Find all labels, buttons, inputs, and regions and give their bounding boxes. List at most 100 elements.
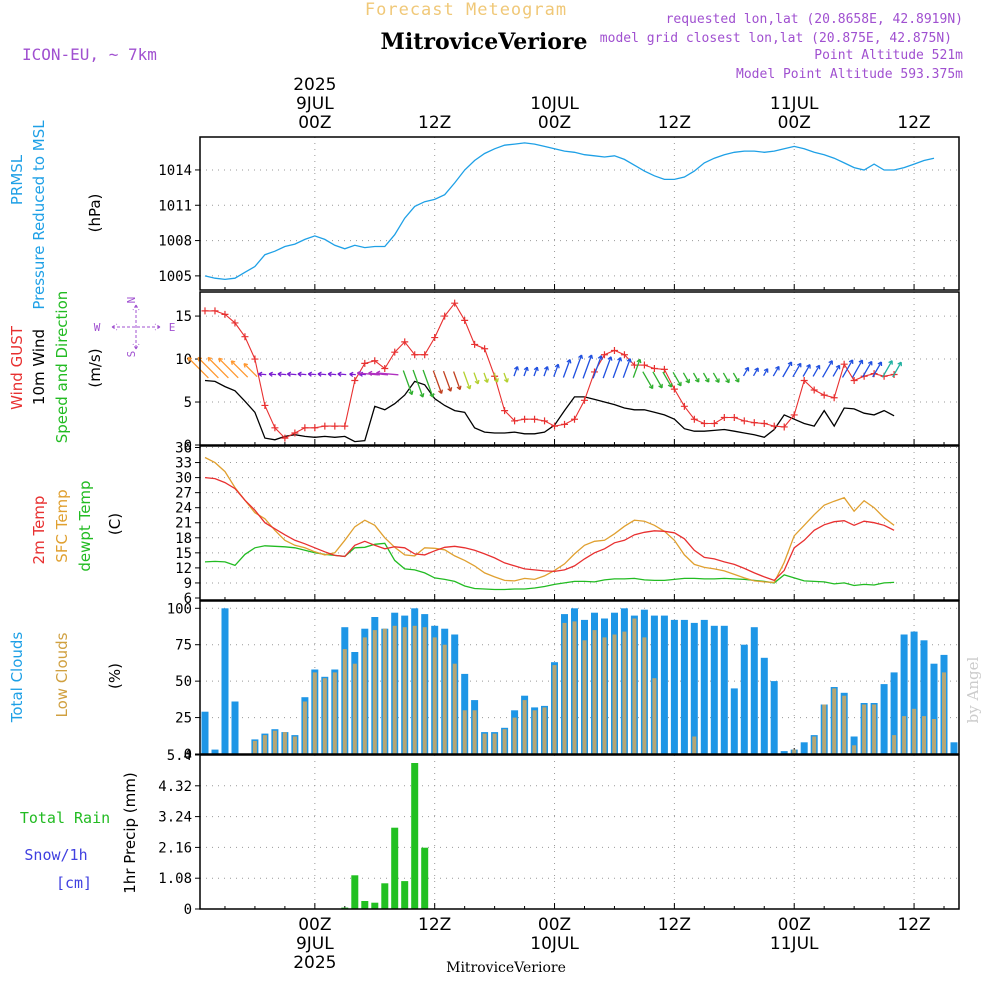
wind-direction-arrow	[662, 371, 673, 388]
wind-gust-marker	[361, 359, 369, 367]
pressure-label-msl: Pressure Reduced to MSL	[30, 120, 48, 310]
compass-arrows	[111, 304, 161, 350]
wind-label-unit: (m/s)	[86, 348, 104, 387]
y-tick-label: 0	[184, 747, 192, 763]
temp-label-dewpt: dewpt Temp	[76, 480, 94, 571]
wind-gust-marker	[710, 420, 718, 428]
low-cloud-bar	[902, 716, 907, 754]
wind-gust-marker	[660, 365, 668, 373]
time-label-bottom: 00Z	[298, 915, 331, 935]
wind-panel-frame	[199, 291, 960, 446]
low-cloud-bar	[292, 736, 297, 754]
low-cloud-bar	[312, 672, 317, 754]
wind-direction-arrow	[622, 358, 632, 378]
wind-gust-marker	[580, 396, 588, 404]
total-cloud-bar	[950, 742, 958, 754]
total-cloud-bar	[740, 644, 748, 754]
wind-gust-marker	[531, 415, 539, 423]
low-cloud-bar	[922, 716, 926, 754]
wind-direction-arrow	[872, 361, 883, 378]
wind-direction-arrow	[892, 361, 902, 378]
wind-direction-arrow	[356, 370, 379, 376]
wind-gust-marker	[311, 424, 319, 432]
low-cloud-bar	[422, 627, 427, 754]
total-cloud-bar	[730, 688, 738, 754]
wind-direction-arrow	[462, 371, 472, 390]
wind-direction-arrow	[493, 372, 499, 383]
low-cloud-bar	[652, 678, 657, 754]
wind-gust-marker	[351, 377, 359, 385]
wind-gust-marker	[541, 417, 549, 425]
total-cloud-bar	[201, 711, 209, 754]
time-label-top: 00Z	[778, 113, 811, 133]
low-cloud-bar	[622, 631, 627, 754]
wind-direction-arrow	[562, 358, 572, 378]
wind-gust-marker	[441, 312, 449, 320]
wind-direction-arrow	[763, 368, 769, 377]
low-cloud-bar	[612, 634, 617, 754]
wind-direction-arrow	[277, 371, 287, 377]
low-cloud-bar	[272, 730, 277, 754]
rain-bar	[371, 902, 379, 909]
low-cloud-bar	[532, 710, 537, 754]
wind-gust-marker	[820, 391, 828, 399]
wind-gust-marker	[331, 422, 339, 430]
wind-gust-marker	[810, 386, 818, 394]
wind-direction-arrow	[822, 360, 833, 378]
rain-bar	[361, 901, 369, 909]
total-cloud-bar	[231, 701, 239, 754]
time-label-bottom: 12Z	[418, 915, 451, 935]
low-cloud-bar	[362, 637, 367, 754]
precip-panel-frame	[199, 754, 960, 910]
pressure-panel-frame	[199, 136, 960, 291]
total-cloud-bar	[760, 657, 768, 754]
total-cloud-bar	[690, 622, 698, 754]
wind-gust-marker	[521, 415, 529, 423]
time-label-bottom: 11JUL	[770, 934, 819, 954]
wind-direction-arrow	[722, 372, 730, 384]
y-tick-label: 10	[175, 352, 192, 368]
y-tick-label: 3.24	[158, 810, 192, 826]
wind-direction-arrow	[782, 361, 793, 378]
wind-gust-marker	[341, 422, 349, 430]
wind-gust-marker	[211, 307, 219, 315]
time-label-top: 00Z	[298, 113, 331, 133]
pressure-line	[204, 142, 935, 281]
wind-direction-arrow	[712, 372, 720, 383]
wind-direction-arrow	[258, 371, 267, 377]
wind-gust-marker	[600, 351, 608, 359]
model-label: ICON-EU, ~ 7km	[22, 45, 157, 64]
wind-gust-marker	[251, 355, 259, 363]
wind-gust-marker	[371, 357, 379, 365]
low-cloud-bar	[932, 719, 936, 754]
y-tick-label: 75	[175, 638, 192, 654]
point-altitude: Point Altitude 521m	[814, 48, 963, 63]
wind-direction-arrow	[442, 370, 453, 392]
compass-north: N	[125, 297, 138, 304]
wind-gust-marker	[610, 346, 618, 354]
wind-direction-arrow	[268, 371, 277, 377]
total-cloud-bar	[680, 619, 688, 754]
wind-direction-arrow	[422, 369, 435, 398]
total-cloud-bar	[890, 672, 898, 754]
wind-gust-marker	[261, 401, 269, 409]
low-cloud-bar	[432, 637, 437, 754]
wind-direction-arrow	[327, 371, 337, 377]
wind-direction-arrow	[218, 357, 239, 379]
low-cloud-bar	[792, 749, 797, 754]
y-tick-label: 50	[175, 674, 192, 690]
temp-panel-frame	[199, 445, 960, 601]
low-cloud-bar	[352, 663, 357, 754]
wind-gust-marker	[431, 334, 439, 342]
rain-bar	[391, 827, 399, 909]
wind-direction-arrow	[742, 366, 750, 377]
wind-gust-marker	[291, 429, 299, 437]
low-cloud-bar	[392, 625, 397, 754]
clouds-label-total: Total Clouds	[8, 632, 26, 724]
low-cloud-bar	[562, 622, 567, 754]
low-cloud-bar	[512, 717, 517, 754]
wind-gust-marker	[840, 360, 848, 368]
time-label-top: 11JUL	[770, 94, 819, 114]
wind-direction-arrow	[832, 364, 841, 377]
wind-gust-marker	[760, 420, 768, 428]
